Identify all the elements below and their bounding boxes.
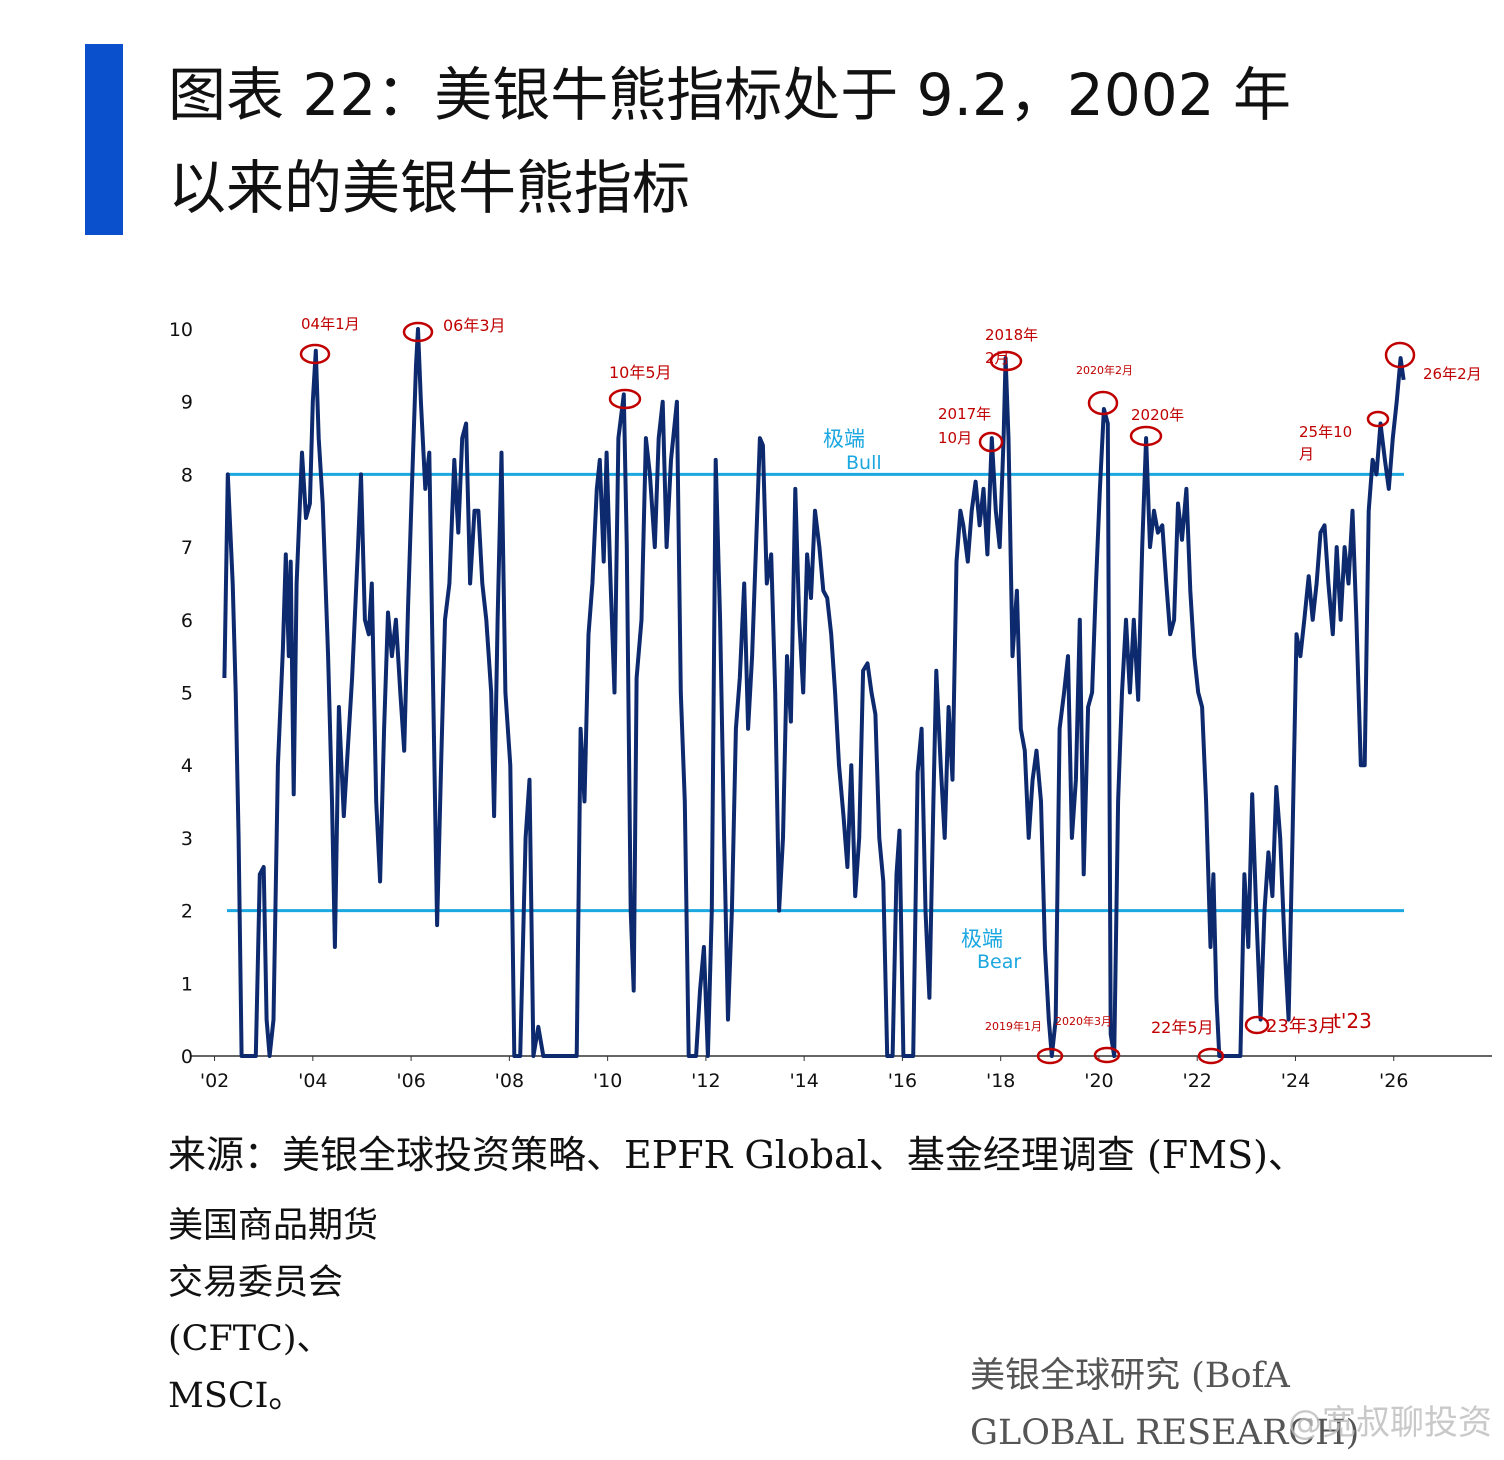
x-tick-label: '16 (888, 1070, 917, 1092)
annotation-circle (978, 431, 1004, 453)
annotation-circle (299, 343, 331, 365)
y-tick-label: 9 (181, 392, 193, 414)
y-tick-label: 6 (181, 610, 193, 632)
reference-label: 极端 (961, 927, 1003, 951)
annotation-label: 10月 (938, 429, 972, 447)
x-tick-label: '24 (1281, 1070, 1310, 1092)
annotation-label: 06年3月 (443, 316, 506, 335)
annotation-label: 2017年 (938, 405, 991, 423)
x-tick-label: '06 (396, 1070, 425, 1092)
x-tick-label: '10 (593, 1070, 622, 1092)
annotation-label: 2019年1月 (985, 1019, 1042, 1033)
x-tick-label: '26 (1379, 1070, 1408, 1092)
annotation-circle (1197, 1047, 1225, 1065)
reference-label: 极端 (823, 427, 865, 451)
annotation-label: 2020年2月 (1076, 363, 1133, 377)
annotation-label: 04年1月 (301, 315, 360, 333)
source: 美国商品期货 (168, 1206, 378, 1246)
source: MSCI。 (168, 1376, 303, 1416)
title-bar (85, 44, 123, 235)
annotation-label: 22年5月 (1151, 1018, 1214, 1037)
x-tick-label: '08 (495, 1070, 524, 1092)
annotation-circle (1087, 390, 1119, 416)
data-line (222, 327, 1406, 1058)
x-tick-label: '12 (691, 1070, 720, 1092)
y-tick-label: 8 (181, 464, 193, 486)
annotation-circle (1244, 1015, 1270, 1035)
y-tick-label: 4 (181, 755, 193, 777)
y-tick-label: 2 (181, 901, 193, 923)
reference-label: Bull (846, 452, 882, 474)
annotation-label: 2020年 (1131, 406, 1184, 424)
annotation-circle (608, 388, 642, 410)
x-tick-label: '20 (1084, 1070, 1113, 1092)
source: 来源：美银全球投资策略、EPFR Global、基金经理调查 (FMS)、 (168, 1133, 1306, 1177)
y-tick-label: 7 (181, 537, 193, 559)
annotation-label: 23年3月 (1266, 1016, 1336, 1037)
annotation-label: 2020年3月 (1055, 1014, 1112, 1028)
reference-label: Bear (977, 951, 1021, 973)
annotation-label: 2018年 (985, 326, 1038, 344)
credit: 美银全球研究 (BofA (970, 1356, 1291, 1396)
annotation-label: 10年5月 (609, 363, 672, 382)
y-tick-label: 3 (181, 828, 193, 850)
x-tick-label: '04 (298, 1070, 327, 1092)
x-tick-label: '22 (1183, 1070, 1212, 1092)
credit: GLOBAL RESEARCH) (970, 1413, 1359, 1453)
annotation-circle (402, 321, 434, 343)
annotation-label: t'23 (1333, 1009, 1372, 1033)
annotation-circle (1384, 341, 1416, 369)
annotation-circle (1129, 425, 1163, 447)
annotation-label: 26年2月 (1423, 365, 1482, 383)
y-tick-label: 0 (181, 1046, 193, 1068)
annotation-label: 25年10 (1299, 423, 1352, 441)
x-tick-label: '18 (986, 1070, 1015, 1092)
y-tick-label: 1 (181, 973, 193, 995)
annotation-circle (1093, 1046, 1121, 1064)
source: (CFTC)、 (168, 1319, 332, 1359)
x-tick-label: '14 (789, 1070, 818, 1092)
chart-title: 以来的美银牛熊指标 (168, 154, 690, 222)
annotation-label: 2月 (985, 349, 1010, 367)
watermark: @宽叔聊投资 (1288, 1403, 1492, 1443)
chart-title: 图表 22：美银牛熊指标处于 9.2，2002 年 (168, 61, 1291, 129)
x-tick-label: '02 (200, 1070, 229, 1092)
annotation-label: 月 (1299, 445, 1314, 463)
source: 交易委员会 (168, 1263, 343, 1303)
annotation-circle (1036, 1047, 1064, 1065)
y-tick-label: 5 (181, 683, 193, 705)
annotation-circle (989, 350, 1023, 372)
y-tick-label: 10 (169, 319, 193, 341)
annotation-circle (1366, 410, 1390, 428)
